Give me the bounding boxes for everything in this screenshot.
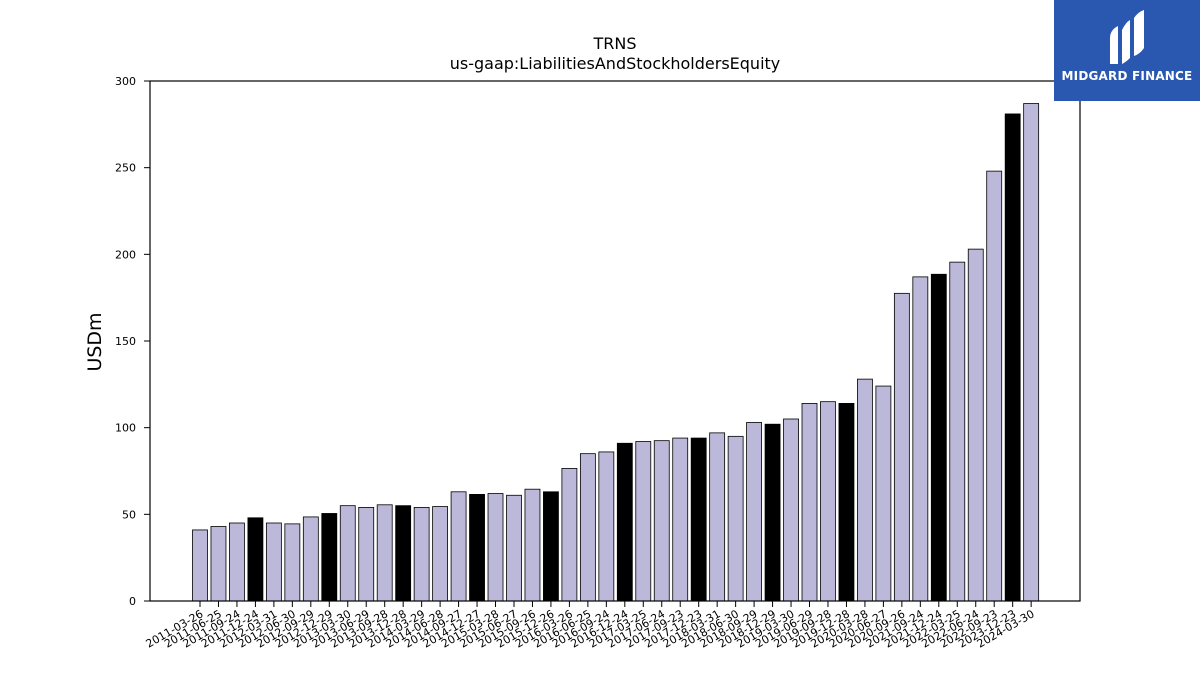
bar-2020-03-28 <box>857 378 873 602</box>
bar-2016-09-24 <box>598 451 615 602</box>
bar-2017-09-23 <box>672 437 689 602</box>
y-tick-label: 150 <box>115 335 136 348</box>
y-axis: 0 50 100 150 200 250 300 <box>115 75 150 608</box>
bar-2015-09-26 <box>524 488 541 602</box>
logo-mark-icon <box>1110 10 1144 64</box>
bar-2018-03-31 <box>709 432 726 602</box>
bar-2017-03-25 <box>635 441 652 602</box>
bar-2018-12-29 <box>764 423 781 602</box>
bar-2019-03-30 <box>783 418 799 602</box>
bar-2021-09-24 <box>912 276 929 602</box>
brand-name: MIDGARD FINANCE <box>1061 69 1193 83</box>
bar-2019-12-28 <box>838 402 855 602</box>
bar-2022-03-25 <box>949 261 966 602</box>
bar-2011-12-24 <box>247 517 264 602</box>
bar-2016-12-24 <box>616 442 633 602</box>
bar-2015-06-27 <box>506 494 522 602</box>
bar-2022-06-24 <box>967 248 984 602</box>
bar-2015-12-26 <box>543 491 559 602</box>
bar-2019-06-29 <box>801 402 818 602</box>
bar-2017-06-24 <box>653 440 670 602</box>
y-tick-label: 200 <box>115 248 136 261</box>
bar-2023-12-23 <box>1004 113 1021 602</box>
bar-2020-06-27 <box>875 385 892 602</box>
bar-2022-09-23 <box>986 170 1003 602</box>
y-tick-label: 250 <box>115 162 136 175</box>
brand-logo: MIDGARD FINANCE <box>1054 0 1200 101</box>
bar-2014-09-27 <box>450 491 467 602</box>
bar-2018-06-30 <box>727 435 744 602</box>
bar-2012-03-31 <box>265 522 282 602</box>
bar-2011-09-24 <box>229 522 245 602</box>
y-tick-label: 50 <box>122 508 136 521</box>
bar-2012-09-29 <box>302 516 319 602</box>
y-tick-label: 300 <box>115 75 136 88</box>
bar-2014-06-28 <box>432 506 449 602</box>
y-axis-label: USDm <box>84 312 106 371</box>
chart-subtitle: us-gaap:LiabilitiesAndStockholdersEquity <box>450 54 781 73</box>
bar-2014-12-27 <box>469 493 485 602</box>
bar-2017-12-23 <box>690 437 707 602</box>
bar-2013-09-28 <box>376 504 393 602</box>
y-tick-label: 100 <box>115 422 136 435</box>
bar-2019-09-28 <box>820 401 836 602</box>
bar-2012-06-30 <box>284 523 301 602</box>
chart-title: TRNS <box>592 34 636 53</box>
bar-2013-03-30 <box>339 505 356 602</box>
bar-2014-03-29 <box>413 506 430 602</box>
plot-frame <box>149 80 1081 602</box>
bar-2012-12-29 <box>321 513 338 602</box>
bar-2016-06-25 <box>579 453 596 602</box>
bar-2013-06-29 <box>358 506 375 602</box>
bar-2021-12-24 <box>930 273 947 602</box>
bar-2013-12-28 <box>395 505 412 602</box>
bar-2015-03-28 <box>487 493 504 602</box>
bar-2020-09-26 <box>893 292 910 602</box>
bar-2018-09-29 <box>746 422 762 602</box>
y-tick-label: 0 <box>129 595 136 608</box>
bar-2011-06-25 <box>210 526 227 602</box>
bar-2011-03-26 <box>192 529 208 602</box>
bar-2016-03-26 <box>561 467 578 602</box>
x-axis: 2011-03-262011-06-252011-09-242011-12-24… <box>144 601 1037 651</box>
bar-2024-03-30 <box>1023 103 1040 602</box>
bars-layer <box>192 103 1040 602</box>
